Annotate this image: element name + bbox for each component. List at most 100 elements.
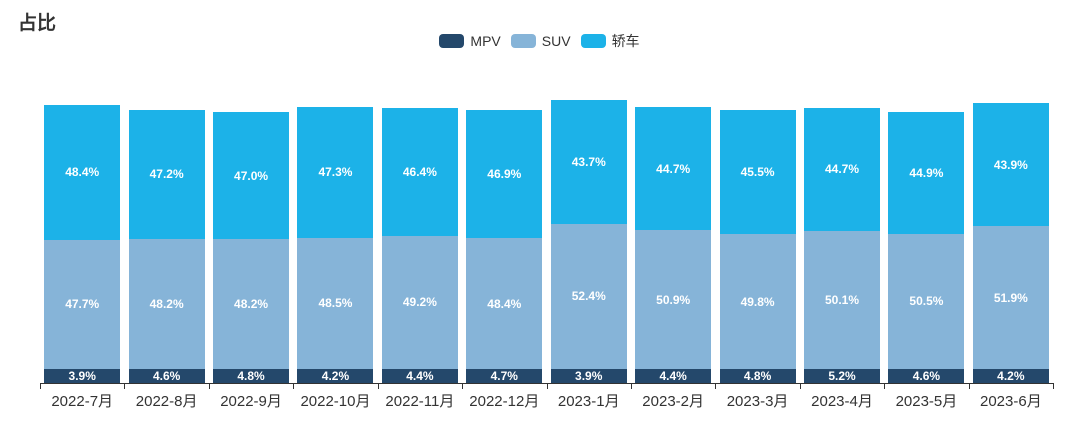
bar-segment-SUV[interactable]: 48.2%	[128, 238, 205, 369]
legend-marker-icon	[439, 34, 465, 48]
segment-value-label: 49.8%	[740, 294, 775, 309]
segment-value-label: 50.9%	[656, 292, 691, 307]
segment-value-label: 47.3%	[318, 165, 353, 180]
x-axis-label: 2022-11月	[385, 393, 455, 410]
segment-value-label: 4.7%	[490, 369, 518, 383]
bar-segment-MPV[interactable]: 3.9%	[550, 369, 627, 383]
segment-value-label: 4.2%	[321, 369, 350, 383]
bar-segment-轿车[interactable]: 43.9%	[972, 103, 1049, 226]
bar-segment-轿车[interactable]: 46.9%	[466, 109, 543, 238]
bar-segment-MPV[interactable]: 3.9%	[44, 369, 121, 383]
axis-tick	[630, 383, 632, 389]
segment-value-label: 4.2%	[997, 369, 1025, 383]
segment-value-label: 45.5%	[740, 164, 775, 179]
stacked-bar-2023-4月: 44.7% 50.1% 5.2%	[804, 107, 880, 383]
segment-value-label: 48.4%	[65, 165, 100, 180]
segment-value-label: 46.9%	[487, 166, 522, 181]
legend-marker-icon	[580, 34, 606, 48]
segment-value-label: 43.9%	[993, 157, 1028, 172]
x-axis-labels: 2022-7月 2022-8月 2022-9月 2022-10月 2022-11月 202…	[40, 390, 1053, 411]
segment-value-label: 48.2%	[149, 296, 184, 311]
segment-value-label: 44.9%	[909, 165, 944, 180]
axis-tick	[40, 383, 41, 389]
bar-segment-轿车[interactable]: 44.9%	[888, 111, 965, 234]
axis-tick	[546, 383, 548, 389]
bar-segment-SUV[interactable]: 47.7%	[44, 239, 121, 369]
category-2023-4月: 44.7% 50.1% 5.2%	[800, 100, 884, 383]
segment-value-label: 43.7%	[571, 154, 606, 169]
axis-tick	[968, 383, 970, 389]
bar-segment-轿车[interactable]: 43.7%	[550, 100, 627, 224]
bar-segment-SUV[interactable]: 49.2%	[381, 235, 458, 369]
segment-value-label: 48.4%	[487, 296, 522, 311]
segment-value-label: 46.4%	[402, 164, 437, 179]
legend-label: MPV	[470, 33, 501, 49]
bar-segment-MPV[interactable]: 4.2%	[972, 369, 1049, 383]
bar-segment-轿车[interactable]: 47.3%	[297, 107, 374, 238]
stacked-bar-2023-3月: 45.5% 49.8% 4.8%	[719, 109, 796, 383]
bar-segment-SUV[interactable]: 48.5%	[297, 237, 374, 369]
stacked-bar-2022-11月: 46.4% 49.2% 4.4%	[381, 108, 458, 383]
x-axis-label: 2023-2月	[642, 393, 705, 410]
bar-segment-轿车[interactable]: 47.2%	[128, 109, 205, 239]
legend-label: SUV	[541, 33, 571, 49]
stacked-bar-2023-1月: 43.7% 52.4% 3.9%	[550, 100, 627, 383]
bar-segment-SUV[interactable]: 51.9%	[972, 226, 1049, 369]
bar-segment-MPV[interactable]: 4.8%	[213, 369, 290, 383]
segment-value-label: 47.0%	[234, 168, 269, 183]
x-axis-label: 2022-9月	[220, 393, 282, 410]
stacked-bar-2022-10月: 47.3% 48.5% 4.2%	[297, 107, 374, 383]
bar-segment-SUV[interactable]: 52.4%	[550, 223, 627, 369]
category-2022-8月: 47.2% 48.2% 4.6%	[124, 100, 208, 383]
legend-item-SUV[interactable]: SUV	[510, 33, 571, 49]
segment-value-label: 4.8%	[237, 369, 265, 383]
bar-segment-MPV[interactable]: 5.2%	[804, 368, 880, 383]
bar-segment-轿车[interactable]: 44.7%	[635, 107, 712, 231]
bar-segment-SUV[interactable]: 50.5%	[888, 233, 965, 369]
x-axis-label: 2022-12月	[469, 393, 540, 410]
category-2022-9月: 47.0% 48.2% 4.8%	[209, 100, 293, 383]
bar-segment-轿车[interactable]: 47.0%	[213, 111, 290, 240]
axis-tick	[1053, 383, 1054, 389]
bar-segment-MPV[interactable]: 4.6%	[128, 369, 205, 383]
x-axis-label: 2023-5月	[895, 393, 958, 410]
category-2022-10月: 47.3% 48.5% 4.2%	[293, 100, 377, 383]
category-2022-11月: 46.4% 49.2% 4.4%	[378, 100, 462, 383]
category-2022-7月: 48.4% 47.7% 3.9%	[40, 100, 124, 383]
x-axis-label: 2023-1月	[557, 393, 620, 410]
category-2023-3月: 45.5% 49.8% 4.8%	[715, 100, 799, 383]
segment-value-label: 4.6%	[912, 369, 941, 383]
x-axis-label: 2023-3月	[726, 393, 789, 410]
x-axis-label: 2022-10月	[300, 393, 371, 410]
bar-segment-轿车[interactable]: 44.7%	[804, 107, 880, 231]
segment-value-label: 50.5%	[909, 294, 944, 309]
x-axis-label: 2023-6月	[979, 393, 1042, 410]
bar-segment-SUV[interactable]: 49.8%	[719, 234, 796, 369]
bar-segment-轿车[interactable]: 46.4%	[381, 108, 458, 236]
stacked-bar-2023-2月: 44.7% 50.9% 4.4%	[635, 107, 712, 383]
axis-tick	[208, 383, 210, 389]
legend-item-轿车[interactable]: 轿车	[580, 31, 640, 51]
stacked-bar-2022-8月: 47.2% 48.2% 4.6%	[128, 109, 205, 383]
bar-segment-MPV[interactable]: 4.4%	[381, 369, 458, 383]
bar-segment-MPV[interactable]: 4.6%	[888, 369, 965, 383]
legend-item-MPV[interactable]: MPV	[439, 33, 501, 49]
segment-value-label: 49.2%	[402, 295, 437, 310]
segment-value-label: 48.2%	[234, 297, 269, 312]
bar-segment-SUV[interactable]: 48.2%	[213, 239, 290, 369]
category-2023-1月: 43.7% 52.4% 3.9%	[547, 100, 631, 383]
bar-segment-SUV[interactable]: 50.9%	[635, 230, 712, 369]
bar-segment-MPV[interactable]: 4.2%	[297, 369, 374, 383]
bar-segment-SUV[interactable]: 48.4%	[466, 238, 543, 369]
bar-segment-SUV[interactable]: 50.1%	[804, 230, 880, 369]
segment-value-label: 4.6%	[152, 369, 181, 383]
bar-segment-轿车[interactable]: 45.5%	[719, 109, 796, 234]
axis-tick	[884, 383, 886, 389]
bar-segment-MPV[interactable]: 4.4%	[635, 369, 712, 383]
segment-value-label: 47.2%	[149, 167, 184, 182]
segment-value-label: 52.4%	[571, 289, 606, 304]
segment-value-label: 5.2%	[828, 368, 856, 383]
bar-segment-MPV[interactable]: 4.7%	[466, 369, 543, 383]
bar-segment-轿车[interactable]: 48.4%	[44, 105, 121, 240]
bar-segment-MPV[interactable]: 4.8%	[719, 369, 796, 383]
